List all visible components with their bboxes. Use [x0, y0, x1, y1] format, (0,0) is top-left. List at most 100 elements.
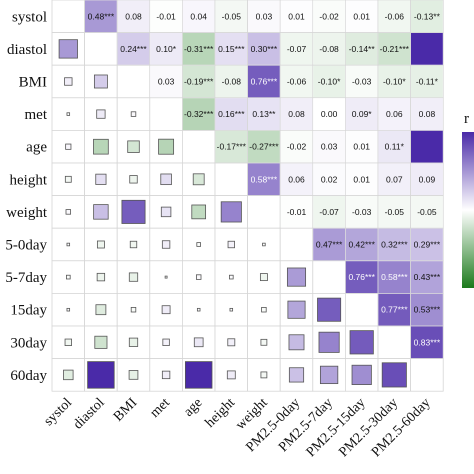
upper-cell	[117, 33, 150, 65]
cell-value-label: 0.58***	[381, 272, 408, 282]
lower-square	[66, 112, 71, 116]
upper-cell	[378, 33, 411, 65]
cell-value-label: 0.42***	[348, 240, 375, 250]
cell-value-label: -0.07	[319, 207, 339, 217]
upper-cell	[411, 65, 443, 98]
cell-value-label: -0.19***	[184, 77, 214, 87]
cell-value-label: 0.30***	[251, 44, 278, 54]
lower-square	[161, 240, 171, 249]
upper-cell	[378, 98, 411, 130]
upper-cell	[378, 261, 411, 293]
cell-border	[279, 227, 314, 262]
lower-square	[66, 307, 71, 312]
lower-square	[96, 272, 106, 282]
cell-value-label: 0.32***	[381, 240, 408, 250]
upper-cell	[411, 293, 443, 326]
row-label: weight	[6, 205, 48, 221]
cell-value-label: 0.08	[419, 109, 436, 119]
upper-cell	[345, 98, 378, 130]
lower-square	[227, 240, 235, 249]
cell-value-label: 0.48***	[88, 11, 115, 21]
cell-value-label: 0.13**	[252, 109, 276, 119]
cell-value-label: 0.01	[288, 11, 305, 21]
column-label: age	[181, 395, 205, 419]
lower-square	[66, 274, 71, 280]
lower-square	[87, 361, 115, 389]
lower-square	[287, 300, 306, 319]
lower-square	[164, 275, 168, 279]
cell-border	[377, 325, 411, 359]
lower-square	[229, 274, 234, 280]
upper-cell	[182, 65, 215, 98]
cell-value-label: 0.04	[190, 11, 207, 21]
lower-square	[349, 330, 374, 355]
row-label: met	[25, 107, 48, 123]
row-label: systol	[12, 9, 47, 25]
upper-cell	[248, 33, 280, 65]
cell-value-label: -0.21***	[380, 44, 410, 54]
lower-square	[160, 206, 172, 218]
upper-cell	[411, 261, 443, 293]
lower-square	[160, 173, 172, 186]
upper-cell	[313, 228, 345, 261]
lower-square	[64, 77, 73, 86]
upper-cell	[411, 0, 443, 33]
cell-value-label: 0.77***	[381, 305, 408, 315]
lower-square	[288, 334, 305, 351]
cell-value-label: 0.53***	[414, 305, 441, 315]
lower-square	[351, 364, 372, 385]
upper-cell	[378, 196, 411, 228]
column-label: height	[203, 395, 238, 430]
lower-square	[381, 362, 407, 388]
row-label: diastol	[7, 42, 47, 58]
cell-value-label: 0.02	[321, 174, 338, 184]
upper-cell	[411, 228, 443, 261]
upper-cell	[182, 98, 215, 130]
upper-cell	[117, 0, 150, 33]
upper-cell	[85, 0, 117, 33]
upper-cell	[345, 163, 378, 196]
lower-square	[161, 370, 171, 380]
upper-cell	[313, 163, 345, 196]
cell-value-label: 0.43***	[414, 272, 441, 282]
cell-value-label: 0.24***	[120, 44, 147, 54]
cell-value-label: -0.01	[287, 207, 307, 217]
cell-value-label: -0.08	[222, 77, 242, 87]
upper-cell	[345, 0, 378, 33]
cell-value-label: 0.03	[158, 77, 175, 87]
lower-square	[130, 306, 137, 313]
cell-value-label: -0.13**	[414, 11, 441, 21]
lower-square	[96, 240, 105, 249]
cell-value-label: 0.83***	[414, 337, 441, 347]
lower-square	[58, 39, 78, 59]
lower-square	[220, 201, 242, 223]
lower-square	[129, 175, 138, 184]
cell-value-label: -0.05	[222, 11, 242, 21]
cell-border	[344, 292, 379, 327]
upper-cell	[345, 228, 378, 261]
row-labels: systol diastol BMI met age height weight 5-0day…	[5, 9, 47, 384]
cell-value-label: -0.02	[319, 11, 339, 21]
lower-square	[128, 337, 139, 347]
upper-cell	[313, 33, 345, 65]
row-label: 5-7day	[5, 270, 47, 286]
cell-value-label: -0.07	[287, 44, 307, 54]
legend-title: r	[464, 111, 469, 127]
lower-square	[64, 175, 72, 183]
upper-cell	[280, 98, 313, 130]
cell-value-label: 0.08	[288, 109, 305, 119]
cell-value-label: -0.01	[156, 11, 176, 21]
heatmap-cells: 0.48*** 0.08 -0.01 0.04 -0.05 0.03 0.01 -0.02 0.…	[51, 0, 444, 392]
cell-value-label: -0.03	[352, 77, 372, 87]
upper-cell	[378, 228, 411, 261]
upper-cell	[411, 130, 443, 163]
upper-cell	[280, 33, 313, 65]
upper-cell	[345, 33, 378, 65]
upper-cell	[248, 98, 280, 130]
lower-square	[93, 138, 109, 155]
cell-border	[312, 260, 346, 294]
cell-value-label: -0.32***	[184, 109, 214, 119]
upper-cell	[378, 163, 411, 196]
lower-square	[262, 242, 266, 247]
